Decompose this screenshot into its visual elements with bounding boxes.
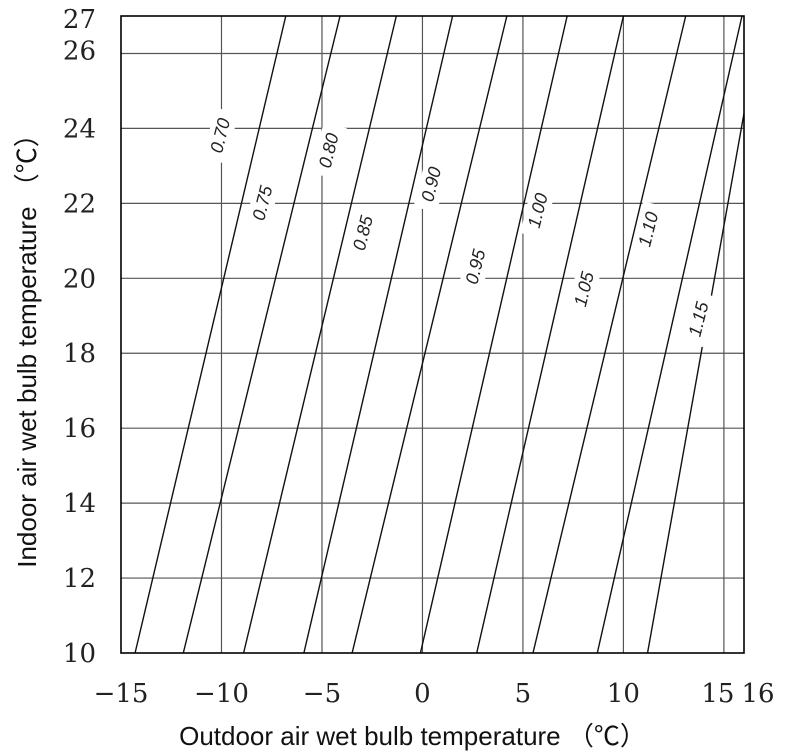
line-label-group: 1.10 — [630, 201, 667, 258]
line-label-group: 1.05 — [566, 261, 603, 318]
line-label: 0.80 — [315, 131, 343, 170]
correction-line-0.70 — [134, 16, 287, 653]
correction-line-0.95 — [419, 16, 568, 653]
line-label-group: 0.80 — [311, 122, 347, 179]
correction-lines — [134, 16, 744, 653]
line-label: 1.15 — [685, 299, 713, 339]
x-tick-label: 5 — [515, 679, 532, 709]
correction-line-0.85 — [303, 16, 454, 653]
line-label-group: 0.70 — [202, 107, 239, 164]
correction-line-0.75 — [182, 16, 341, 653]
line-label-background — [457, 238, 494, 295]
line-label: 1.05 — [570, 269, 598, 309]
line-label: 1.10 — [634, 210, 662, 249]
x-tick-label: 15 — [701, 679, 734, 709]
x-tick-label: −5 — [303, 679, 341, 709]
line-label: 0.90 — [417, 165, 445, 204]
correction-line-1.10 — [596, 16, 743, 653]
line-label-group: 1.00 — [520, 182, 556, 239]
x-tick-label: −15 — [94, 679, 149, 709]
x-tick-label: −10 — [194, 679, 249, 709]
x-tick-label: 10 — [607, 679, 640, 709]
line-label: 1.00 — [524, 191, 552, 230]
line-label-group: 0.85 — [345, 204, 382, 262]
correction-line-0.80 — [242, 16, 398, 653]
line-label-background — [345, 204, 382, 262]
line-label-background — [520, 182, 556, 239]
line-label-group: 0.95 — [457, 238, 494, 295]
y-tick-label: 24 — [63, 114, 96, 144]
grid-lines — [121, 16, 744, 653]
y-tick-label: 10 — [63, 639, 96, 669]
line-label-background — [244, 174, 281, 232]
line-label-background — [680, 291, 717, 348]
line-label-background — [311, 122, 347, 179]
line-label-background — [202, 107, 239, 164]
y-tick-label: 12 — [63, 564, 96, 594]
plot-frame — [120, 15, 745, 654]
correction-line-0.90 — [351, 16, 508, 653]
y-tick-label: 16 — [63, 414, 96, 444]
y-tick-label: 18 — [63, 339, 96, 369]
x-tick-labels: −15 −10 −5 0 5 10 15 16 — [94, 679, 775, 709]
y-tick-label: 27 — [63, 5, 96, 35]
line-label-background — [566, 261, 603, 318]
correction-line-1.00 — [476, 16, 625, 653]
y-tick-label: 14 — [63, 489, 96, 519]
line-label: 0.85 — [349, 213, 377, 253]
x-axis-title: Outdoor air wet bulb temperature （℃） — [179, 721, 646, 751]
line-label-group: 0.90 — [413, 156, 450, 213]
line-label: 0.95 — [462, 246, 490, 286]
line-label-background — [630, 201, 667, 258]
line-label-group: 1.15 — [680, 291, 717, 348]
line-label: 0.70 — [206, 116, 234, 155]
y-tick-label: 20 — [63, 264, 96, 294]
correction-line-1.15 — [646, 113, 744, 653]
line-label-background — [413, 156, 450, 213]
line-label: 0.75 — [249, 183, 277, 223]
x-tick-label: 16 — [741, 679, 774, 709]
y-tick-label: 22 — [63, 189, 96, 219]
y-tick-label: 26 — [63, 36, 96, 66]
correction-line-1.05 — [532, 16, 687, 653]
line-labels: 0.70 0.75 0.80 0.85 0.90 0.95 1.00 1.05 1.10 1.15 — [202, 107, 717, 348]
x-tick-label: 0 — [414, 679, 431, 709]
y-axis-title: Indoor air wet bulb temperature （℃） — [12, 121, 42, 568]
